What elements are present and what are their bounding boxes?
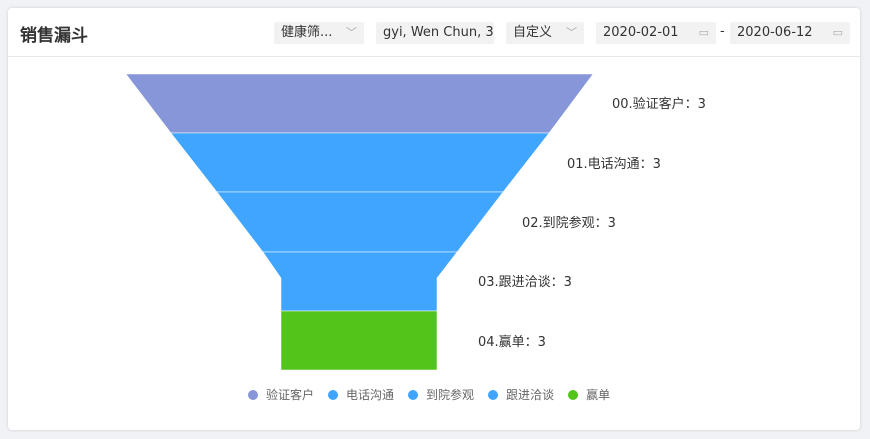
chevron-down-icon: ﹀ bbox=[566, 26, 577, 39]
funnel-segment-2[interactable] bbox=[216, 191, 504, 253]
calendar-icon: ▭ bbox=[698, 26, 709, 39]
legend-label: 电话沟通 bbox=[346, 388, 395, 402]
funnel-label: 04.赢单：3 bbox=[478, 335, 546, 350]
legend-item[interactable]: 跟进洽谈 bbox=[488, 386, 554, 403]
legend-item[interactable]: 验证客户 bbox=[248, 386, 314, 403]
funnel-segment-1[interactable] bbox=[170, 132, 550, 193]
legend-item[interactable]: 赢单 bbox=[568, 386, 610, 403]
chevron-down-icon: ﹀ bbox=[346, 26, 357, 39]
legend-item[interactable]: 电话沟通 bbox=[328, 386, 394, 403]
select-value: 自定义 bbox=[513, 25, 553, 40]
legend-label: 验证客户 bbox=[266, 388, 315, 402]
user-filter-select[interactable]: gyi, Wen Chun, 3 bbox=[376, 22, 494, 44]
start-date-input[interactable]: 2020-02-01 ▭ bbox=[596, 22, 716, 44]
card-title: 销售漏斗 bbox=[20, 26, 88, 46]
date-separator: - bbox=[720, 24, 725, 39]
funnel-segment-4[interactable] bbox=[280, 310, 438, 371]
funnel-segment-0[interactable] bbox=[125, 73, 594, 134]
legend-dot-icon bbox=[568, 389, 579, 400]
date-value: 2020-06-12 bbox=[737, 25, 813, 40]
calendar-icon: ▭ bbox=[832, 26, 843, 39]
chart-legend: 验证客户 电话沟通 到院参观 跟进洽谈 赢单 bbox=[248, 386, 610, 403]
legend-label: 到院参观 bbox=[426, 388, 475, 402]
card-header: 销售漏斗 健康筛... ﹀ gyi, Wen Chun, 3 自定义 ﹀ 2020-… bbox=[8, 8, 860, 57]
funnel-label: 03.跟进洽谈：3 bbox=[478, 275, 572, 290]
date-range-type-select[interactable]: 自定义 ﹀ bbox=[506, 22, 584, 44]
select-value: 健康筛... bbox=[281, 25, 333, 40]
date-value: 2020-02-01 bbox=[603, 25, 679, 40]
end-date-input[interactable]: 2020-06-12 ▭ bbox=[730, 22, 850, 44]
legend-item[interactable]: 到院参观 bbox=[408, 386, 474, 403]
legend-dot-icon bbox=[248, 389, 258, 400]
funnel-label: 00.验证客户：3 bbox=[612, 97, 706, 112]
legend-label: 赢单 bbox=[586, 388, 611, 402]
funnel-label: 02.到院参观：3 bbox=[522, 216, 616, 231]
funnel-segment-3[interactable] bbox=[262, 251, 458, 312]
health-filter-select[interactable]: 健康筛... ﹀ bbox=[274, 22, 364, 44]
select-value: gyi, Wen Chun, 3 bbox=[383, 25, 494, 40]
funnel-label: 01.电话沟通：3 bbox=[567, 157, 661, 172]
legend-dot-icon bbox=[408, 389, 419, 400]
legend-label: 跟进洽谈 bbox=[506, 388, 555, 402]
legend-dot-icon bbox=[488, 389, 499, 400]
legend-dot-icon bbox=[328, 389, 339, 400]
